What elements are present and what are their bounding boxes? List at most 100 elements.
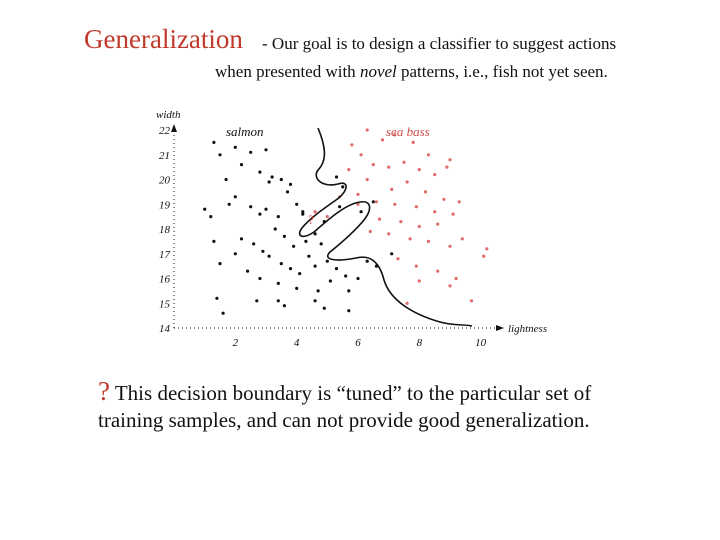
decision-boundary bbox=[298, 127, 473, 327]
seabass-point bbox=[451, 212, 455, 216]
salmon-point bbox=[273, 227, 277, 231]
salmon-point bbox=[313, 232, 317, 236]
seabass-point bbox=[436, 222, 440, 226]
seabass-point bbox=[442, 197, 446, 201]
salmon-point bbox=[292, 244, 296, 248]
salmon-point bbox=[347, 289, 351, 293]
seabass-point bbox=[365, 128, 369, 132]
seabass-point bbox=[359, 153, 363, 157]
seabass-point bbox=[399, 220, 403, 224]
salmon-point bbox=[252, 242, 256, 246]
salmon-point bbox=[267, 180, 271, 184]
salmon-point bbox=[276, 281, 280, 285]
salmon-point bbox=[267, 254, 271, 258]
seabass-point bbox=[380, 138, 385, 142]
y-axis-label: width bbox=[156, 109, 181, 121]
salmon-point bbox=[276, 299, 280, 303]
seabass-point bbox=[374, 200, 378, 204]
salmon-point bbox=[203, 207, 207, 211]
salmon-point bbox=[301, 212, 305, 216]
seabass-point bbox=[405, 180, 409, 184]
salmon-point bbox=[341, 185, 345, 189]
salmon-point bbox=[221, 311, 225, 315]
seabass-point bbox=[356, 192, 360, 196]
y-tick-label: 15 bbox=[159, 298, 171, 310]
slide-caption: ? This decision boundary is “tuned” to t… bbox=[98, 378, 658, 434]
seabass-point bbox=[368, 229, 372, 234]
salmon-point bbox=[264, 148, 268, 152]
y-tick-label: 17 bbox=[159, 249, 171, 261]
salmon-point bbox=[295, 286, 299, 290]
seabass-point bbox=[356, 202, 360, 206]
seabass-point bbox=[393, 133, 397, 137]
salmon-point bbox=[298, 272, 302, 276]
salmon-point bbox=[233, 195, 237, 199]
salmon-point bbox=[328, 279, 332, 283]
seabass-point bbox=[417, 279, 421, 283]
salmon-point bbox=[319, 242, 323, 246]
seabass-point bbox=[313, 210, 317, 214]
salmon-point bbox=[279, 177, 283, 182]
seabass-point bbox=[433, 173, 437, 177]
seabass-point bbox=[454, 276, 458, 281]
salmon-point bbox=[334, 175, 339, 179]
salmon-point bbox=[239, 237, 244, 241]
seabass-point bbox=[445, 165, 449, 169]
seabass-point bbox=[393, 202, 397, 206]
salmon-point bbox=[261, 249, 265, 253]
salmon-point bbox=[209, 215, 213, 219]
seabass-point bbox=[411, 140, 415, 144]
seabass-point bbox=[417, 224, 421, 229]
x-tick-label: 2 bbox=[233, 337, 239, 349]
salmon-point bbox=[322, 306, 326, 310]
seabass-point bbox=[325, 215, 329, 219]
seabass-point bbox=[387, 165, 391, 169]
seabass-point bbox=[433, 210, 437, 214]
tick-labels: 2 4 6 8 10 14 15 16 17 18 19 20 21 22 bbox=[159, 125, 487, 349]
salmon-point bbox=[224, 177, 228, 182]
salmon-point bbox=[371, 200, 375, 204]
x-tick-label: 4 bbox=[294, 337, 300, 349]
seabass-point bbox=[426, 239, 431, 243]
question-mark-icon: ? bbox=[98, 376, 110, 406]
seabass-point bbox=[414, 205, 418, 209]
seabass-point bbox=[414, 264, 418, 268]
seabass-point bbox=[423, 190, 428, 194]
y-tick-label: 14 bbox=[159, 323, 171, 335]
seabass-point bbox=[402, 160, 406, 164]
salmon-point bbox=[347, 309, 351, 313]
salmon-point bbox=[313, 264, 317, 268]
salmon-point bbox=[301, 210, 305, 214]
y-tick-label: 20 bbox=[159, 175, 171, 187]
salmon-point bbox=[288, 182, 293, 186]
seabass-point bbox=[469, 299, 474, 303]
salmon-point bbox=[255, 299, 259, 303]
y-tick-label: 18 bbox=[159, 224, 171, 236]
y-tick-label: 16 bbox=[159, 274, 171, 286]
salmon-point bbox=[215, 296, 219, 300]
salmon-point bbox=[325, 259, 329, 263]
salmon-point bbox=[304, 239, 308, 243]
salmon-point bbox=[212, 239, 216, 243]
seabass-point bbox=[448, 244, 452, 248]
salmon-point bbox=[285, 190, 290, 194]
salmon-point bbox=[338, 205, 342, 209]
y-tick-label: 21 bbox=[159, 150, 170, 162]
salmon-point bbox=[356, 276, 360, 281]
salmon-point bbox=[239, 163, 244, 167]
slide-title: Generalization bbox=[84, 24, 243, 54]
seabass-point bbox=[417, 168, 421, 172]
salmon-point bbox=[218, 262, 222, 266]
salmon-point bbox=[233, 145, 237, 149]
seabass-point bbox=[365, 177, 369, 182]
y-tick-label: 22 bbox=[159, 125, 171, 137]
subtitle-emphasis: novel bbox=[359, 62, 397, 81]
salmon-point bbox=[359, 210, 363, 214]
seabass-point bbox=[436, 269, 440, 273]
plot-axes: lightness width bbox=[156, 109, 547, 335]
seabass-point bbox=[457, 200, 461, 204]
slide-subtitle-line2: when presented with novel patterns, i.e.… bbox=[215, 62, 608, 82]
seabass-point bbox=[350, 143, 354, 147]
caption-text: This decision boundary is “tuned” to the… bbox=[98, 381, 592, 432]
